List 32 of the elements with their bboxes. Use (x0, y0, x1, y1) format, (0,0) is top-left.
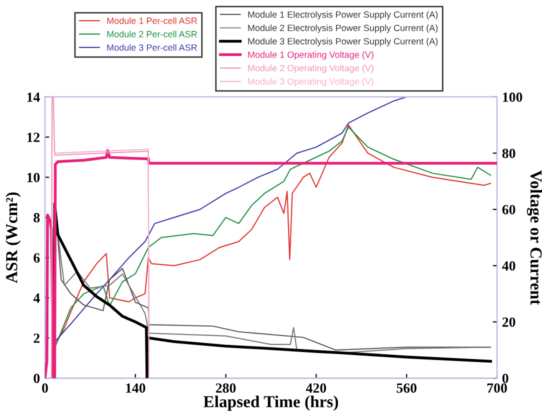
y-tick-label: 0 (34, 374, 40, 384)
x-axis-title: Elapsed Time (hrs) (204, 396, 338, 411)
x-tick-label: 140 (126, 383, 146, 393)
y2-tick-label: 100 (502, 92, 522, 102)
y-tick-label: 4 (33, 293, 40, 303)
legend-label: Module 1 Per-cell ASR (107, 17, 197, 24)
y2-tick-label: 60 (502, 204, 516, 214)
legend-label: Module 2 Electrolysis Power Supply Current (A) (248, 24, 438, 33)
x-tick-label: 0 (42, 383, 48, 393)
y-tick-label: 6 (34, 253, 40, 263)
legend-label: Module 3 Per-cell ASR (107, 44, 197, 51)
y2-tick-label: 80 (502, 148, 516, 158)
legend-label: Module 3 Electrolysis Power Supply Current (A) (248, 38, 438, 46)
y2-tick-label: 0 (502, 374, 508, 384)
x-tick-label: 560 (396, 383, 416, 393)
y-tick-label: 12 (27, 132, 40, 142)
legend-label: Module 1 Operating Voltage (V) (248, 51, 374, 60)
y2-axis-title: Voltage or Current (526, 170, 542, 305)
y-axis-title: ASR (Wcm²) (6, 192, 21, 284)
x-tick-label: 700 (487, 383, 507, 393)
y-tick-label: 8 (34, 213, 40, 222)
y-tick-label: 14 (27, 92, 40, 102)
x-tick-label: 280 (216, 383, 236, 393)
legend-label: Module 1 Electrolysis Power Supply Current (A) (248, 11, 438, 20)
legend-label: Module 2 Operating Voltage (V) (248, 64, 374, 74)
legend-label: Module 2 Per-cell ASR (107, 30, 197, 38)
x-tick-label: 420 (306, 383, 326, 393)
y-tick-label: 10 (27, 172, 40, 182)
y2-tick-label: 20 (502, 317, 516, 327)
y2-tick-label: 40 (502, 261, 516, 271)
y-tick-label: 2 (34, 334, 40, 343)
legend-label: Module 3 Operating Voltage (V) (248, 78, 374, 86)
